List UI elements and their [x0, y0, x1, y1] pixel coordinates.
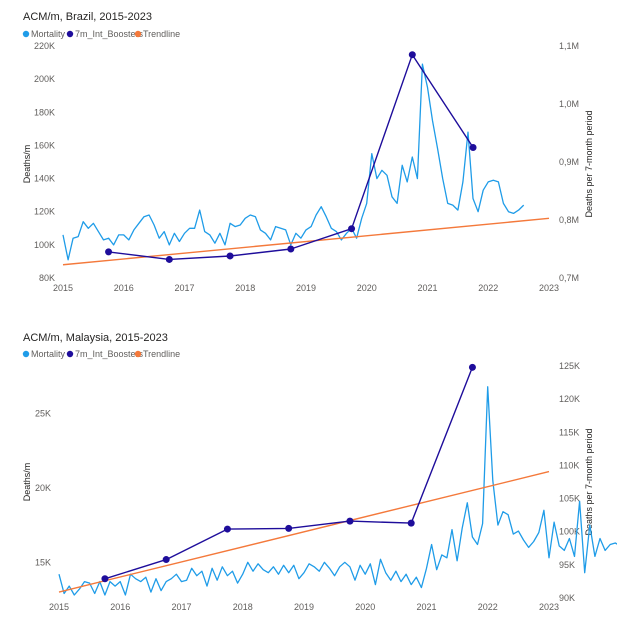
- plot-area: [58, 363, 617, 596]
- y2-axis-title: Deaths per 7-month period: [584, 110, 594, 217]
- x-tick-label: 2015: [49, 602, 69, 612]
- chart-brazil: ACM/m, Brazil, 2015-2023 Mortality 7m_In…: [22, 11, 594, 293]
- legend-label-trendline[interactable]: Trendline: [143, 29, 180, 39]
- plot-area: [62, 51, 550, 266]
- y-tick-label: 20K: [35, 483, 51, 493]
- x-tick-label: 2022: [478, 283, 498, 293]
- series-line-trendline: [62, 217, 550, 266]
- x-tick-label: 2020: [355, 602, 375, 612]
- y-axis: 80K 100K 120K 140K 160K 180K 200K 220K: [34, 41, 55, 283]
- boosters-point[interactable]: [101, 575, 109, 583]
- y2-tick-label: 100K: [559, 527, 580, 537]
- x-tick-label: 2022: [478, 602, 498, 612]
- legend-marker-trendline: [134, 350, 142, 358]
- y2-tick-label: 125K: [559, 361, 580, 371]
- y2-axis-title: Deaths per 7-month period: [584, 428, 594, 535]
- y-tick-label: 15K: [35, 557, 51, 567]
- boosters-point[interactable]: [285, 524, 293, 532]
- x-tick-label: 2021: [416, 602, 436, 612]
- boosters-point[interactable]: [165, 255, 173, 263]
- x-tick-label: 2017: [174, 283, 194, 293]
- boosters-point[interactable]: [223, 525, 231, 533]
- y2-tick-label: 120K: [559, 394, 580, 404]
- legend-marker-trendline: [134, 30, 142, 38]
- boosters-point[interactable]: [407, 519, 415, 527]
- y-axis-title: Deaths/m: [22, 145, 32, 184]
- x-tick-label: 2018: [233, 602, 253, 612]
- y-axis: 15K 20K 25K: [35, 409, 51, 568]
- legend-label-boosters[interactable]: 7m_Int_Boosters: [75, 29, 144, 39]
- x-tick-label: 2016: [114, 283, 134, 293]
- y-tick-label: 100K: [34, 240, 55, 250]
- boosters-point[interactable]: [408, 51, 416, 59]
- legend-label-trendline[interactable]: Trendline: [143, 349, 180, 359]
- boosters-point[interactable]: [346, 517, 354, 525]
- y-axis-title: Deaths/m: [22, 463, 32, 502]
- y-tick-label: 80K: [39, 273, 55, 283]
- y-tick-label: 220K: [34, 41, 55, 51]
- y2-tick-label: 110K: [559, 460, 579, 470]
- y2-tick-label: 90K: [559, 593, 575, 603]
- x-tick-label: 2021: [417, 283, 437, 293]
- boosters-point[interactable]: [348, 225, 356, 233]
- series-line-trendline: [58, 470, 550, 593]
- chart-malaysia: ACM/m, Malaysia, 2015-2023 Mortality 7m_…: [22, 332, 617, 612]
- legend-marker-boosters: [66, 30, 74, 38]
- y-tick-label: 200K: [34, 74, 55, 84]
- y2-tick-label: 0,9M: [559, 157, 579, 167]
- x-tick-label: 2016: [110, 602, 130, 612]
- series-line-mortality: [58, 386, 617, 596]
- x-tick-label: 2019: [294, 602, 314, 612]
- legend-marker-mortality: [22, 30, 30, 38]
- y-tick-label: 180K: [34, 107, 55, 117]
- legend-marker-boosters: [66, 350, 74, 358]
- x-axis: 2015 2016 2017 2018 2019 2020 2021 2022 2023: [53, 283, 559, 293]
- chart-title: ACM/m, Malaysia, 2015-2023: [23, 332, 168, 344]
- x-tick-label: 2015: [53, 283, 73, 293]
- legend-marker-mortality: [22, 350, 30, 358]
- x-tick-label: 2019: [296, 283, 316, 293]
- y2-tick-label: 105K: [559, 494, 580, 504]
- y2-tick-label: 1,0M: [559, 99, 579, 109]
- y-tick-label: 140K: [34, 174, 55, 184]
- y-tick-label: 160K: [34, 140, 55, 150]
- legend: Mortality 7m_Int_Boosters Trendline: [22, 29, 180, 39]
- boosters-point[interactable]: [226, 252, 234, 260]
- y2-tick-label: 0,7M: [559, 273, 579, 283]
- boosters-point[interactable]: [468, 363, 476, 371]
- legend-label-boosters[interactable]: 7m_Int_Boosters: [75, 349, 144, 359]
- x-tick-label: 2020: [357, 283, 377, 293]
- y-tick-label: 25K: [35, 409, 51, 419]
- legend-label-mortality[interactable]: Mortality: [31, 349, 66, 359]
- y-tick-label: 120K: [34, 207, 55, 217]
- y2-tick-label: 95K: [559, 560, 575, 570]
- x-tick-label: 2018: [235, 283, 255, 293]
- boosters-point[interactable]: [287, 245, 295, 253]
- x-tick-label: 2023: [539, 602, 559, 612]
- y2-axis: 90K 95K 100K 105K 110K 115K 120K 125K: [559, 361, 580, 603]
- legend-label-mortality[interactable]: Mortality: [31, 29, 66, 39]
- boosters-point[interactable]: [162, 556, 170, 564]
- boosters-point[interactable]: [469, 144, 477, 151]
- x-tick-label: 2023: [539, 283, 559, 293]
- y2-tick-label: 0,8M: [559, 215, 579, 225]
- x-axis: 2015 2016 2017 2018 2019 2020 2021 2022 2023: [49, 602, 559, 612]
- legend: Mortality 7m_Int_Boosters Trendline: [22, 349, 180, 359]
- y2-axis: 0,7M 0,8M 0,9M 1,0M 1,1M: [559, 41, 579, 283]
- y2-tick-label: 115K: [559, 427, 579, 437]
- chart-title: ACM/m, Brazil, 2015-2023: [23, 11, 152, 23]
- series-line-mortality: [62, 63, 525, 261]
- boosters-point[interactable]: [105, 248, 113, 256]
- y2-tick-label: 1,1M: [559, 41, 579, 51]
- series-line-boosters: [104, 367, 474, 580]
- x-tick-label: 2017: [171, 602, 191, 612]
